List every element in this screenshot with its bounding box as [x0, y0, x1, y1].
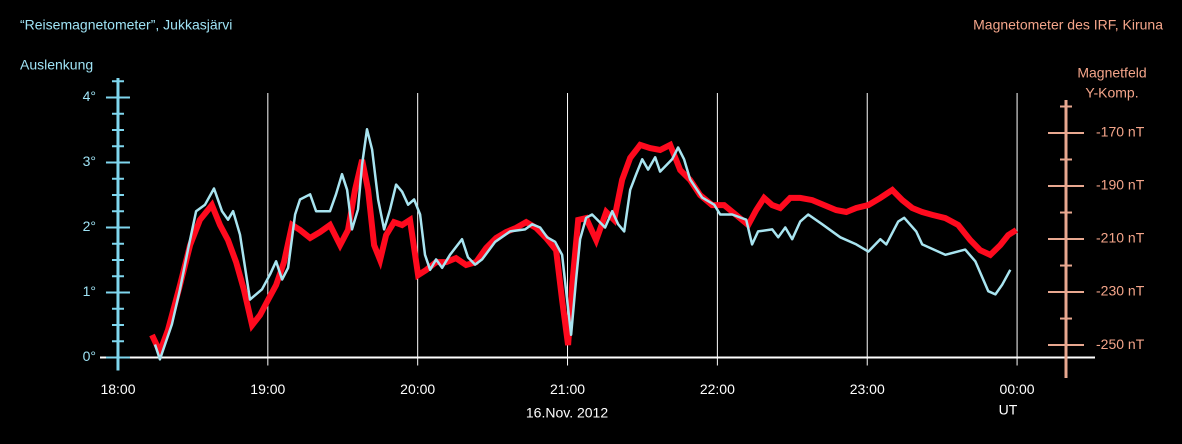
- x-axis-label: 16.Nov. 2012: [526, 405, 608, 421]
- y-tick-label: 3°: [83, 153, 96, 169]
- y2-tick-label: -170 nT: [1096, 124, 1145, 140]
- y2-tick-label: -250 nT: [1096, 336, 1145, 352]
- y-tick-label: 2°: [83, 218, 96, 234]
- y-axis-label: Auslenkung: [20, 57, 93, 73]
- y2-axis-label: Magnetfeld: [1077, 65, 1146, 81]
- y2-tick-label: -210 nT: [1096, 230, 1145, 246]
- chart-title: “Reisemagnetometer”, Jukkasjärvi: [20, 17, 232, 33]
- x-tick-label: 22:00: [700, 381, 735, 397]
- chart-title-right: Magnetometer des IRF, Kiruna: [973, 17, 1163, 33]
- x-tick-label: 20:00: [400, 381, 435, 397]
- x-tick-label: 23:00: [850, 381, 885, 397]
- x-tick-label: 19:00: [250, 381, 285, 397]
- y-tick-label: 4°: [83, 88, 96, 104]
- series-line: [153, 128, 1012, 361]
- y-tick-label: 1°: [83, 283, 96, 299]
- series-line: [149, 140, 1018, 360]
- x-tick-label: 18:00: [100, 381, 135, 397]
- y2-tick-label: -190 nT: [1096, 177, 1145, 193]
- x-tick-label: 00:00: [1000, 381, 1035, 397]
- y2-axis-label: Y-Komp.: [1085, 85, 1138, 101]
- y-tick-label: 0°: [83, 348, 96, 364]
- y2-tick-label: -230 nT: [1096, 283, 1145, 299]
- x-axis-unit: UT: [999, 402, 1018, 418]
- x-tick-label: 21:00: [550, 381, 585, 397]
